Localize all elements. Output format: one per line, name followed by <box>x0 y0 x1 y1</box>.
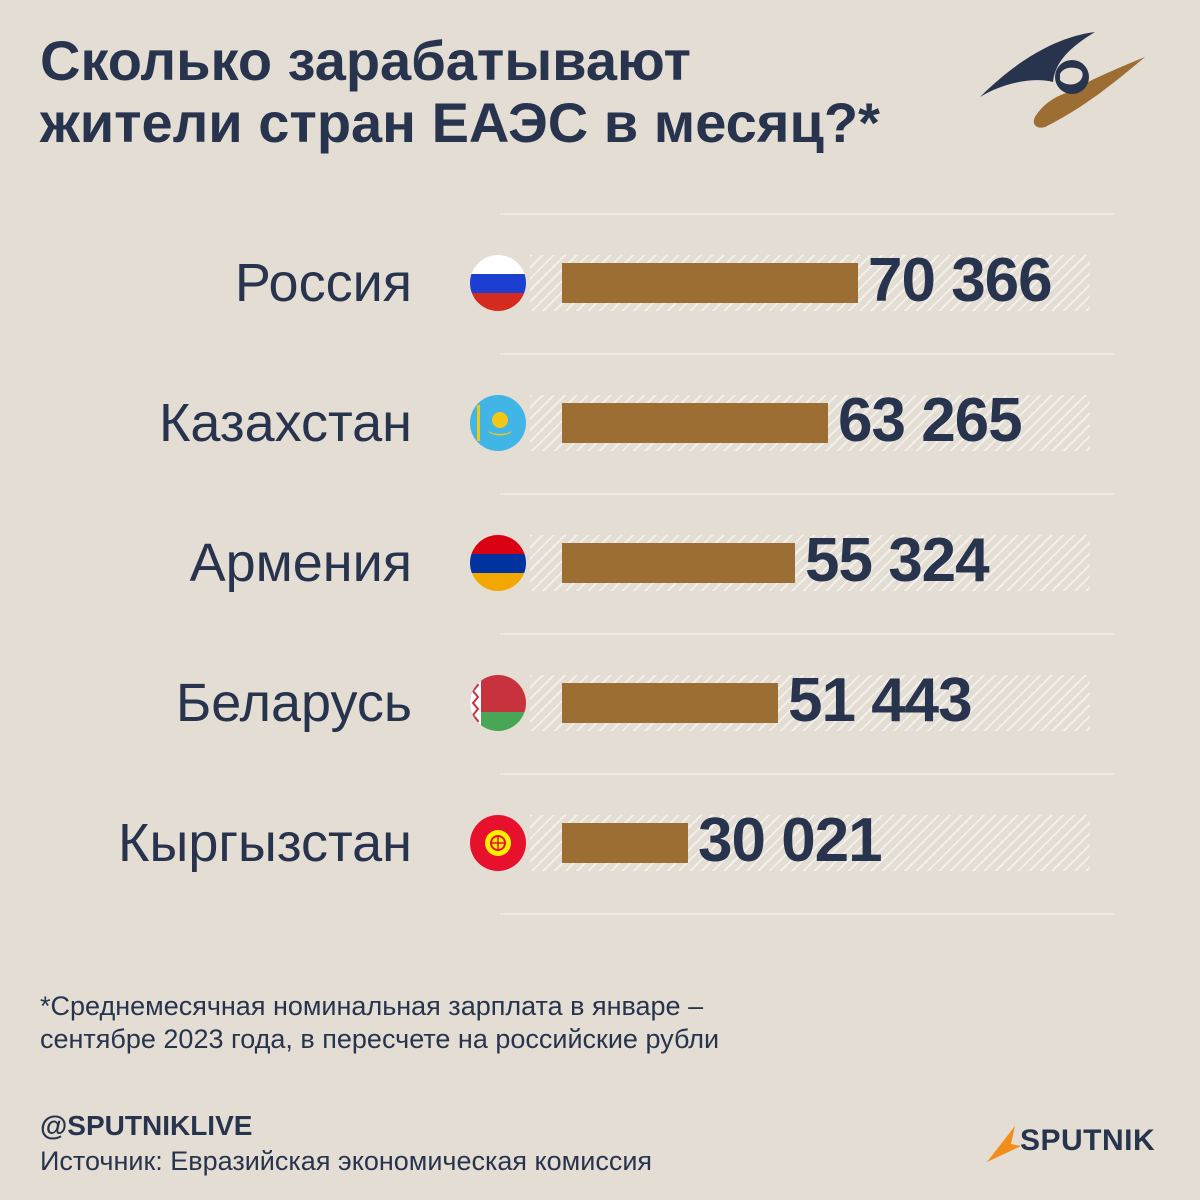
kazakhstan-flag-icon <box>470 395 526 451</box>
bar <box>562 263 858 303</box>
sputnik-logo-icon <box>987 1126 1021 1162</box>
belarus-flag-icon <box>470 675 526 731</box>
country-label: Россия <box>234 253 412 313</box>
country-label: Кыргызстан <box>118 813 412 873</box>
value-label: 70 366 <box>868 246 1053 315</box>
flag-container <box>470 535 526 591</box>
country-label: Армения <box>189 533 412 593</box>
country-label: Беларусь <box>175 673 412 733</box>
title-line-2: жители стран ЕАЭС в месяц?* <box>40 91 880 154</box>
kyrgyzstan-flag-icon <box>470 815 526 871</box>
row-divider <box>500 353 1115 355</box>
bar <box>562 403 828 443</box>
value-label: 55 324 <box>805 526 990 595</box>
row-divider <box>500 773 1115 775</box>
country-label: Казахстан <box>158 393 412 453</box>
russia-flag-icon <box>470 255 526 311</box>
footnote-line-1: *Среднемесячная номинальная зарплата в я… <box>40 991 704 1021</box>
value-label: 51 443 <box>788 666 973 735</box>
bar <box>562 543 795 583</box>
row-divider <box>500 913 1115 915</box>
chart-title: Сколько зарабатывают жители стран ЕАЭС в… <box>40 30 960 154</box>
value-label: 63 265 <box>838 386 1023 455</box>
bar <box>562 823 688 863</box>
brand-name: SPUTNIK <box>1020 1124 1156 1157</box>
title-line-1: Сколько зарабатывают <box>40 29 691 92</box>
armenia-flag-icon <box>470 535 526 591</box>
value-label: 30 021 <box>698 806 883 875</box>
eaeu-emblem-icon <box>980 32 1145 128</box>
row-divider <box>500 213 1115 215</box>
flag-container <box>470 395 526 451</box>
bar <box>562 683 778 723</box>
row-divider <box>500 633 1115 635</box>
flag-container <box>470 255 526 311</box>
social-handle: @SPUTNIKLIVE <box>40 1110 253 1141</box>
flag-container <box>470 675 526 731</box>
footnote: *Среднемесячная номинальная зарплата в я… <box>40 990 940 1056</box>
row-divider <box>500 493 1115 495</box>
source-text: Источник: Евразийская экономическая коми… <box>40 1146 653 1176</box>
flag-container <box>470 815 526 871</box>
footnote-line-2: сентябре 2023 года, в пересчете на росси… <box>40 1024 720 1054</box>
